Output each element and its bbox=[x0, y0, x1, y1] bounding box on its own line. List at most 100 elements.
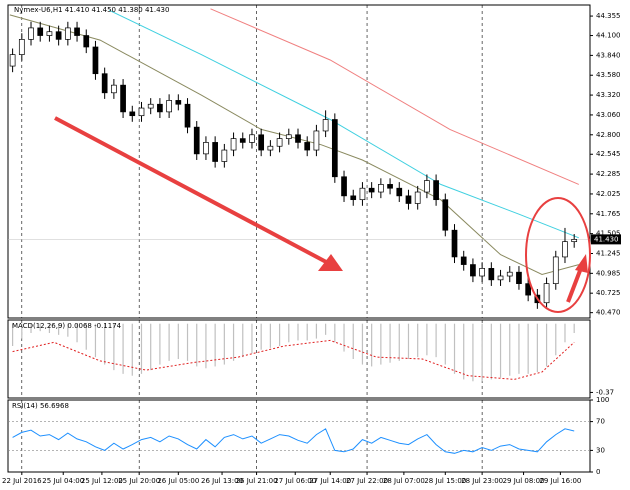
price-pane bbox=[7, 4, 591, 319]
macd-bar bbox=[380, 323, 382, 365]
macd-bar bbox=[371, 323, 373, 367]
y-tick-label: 40.470 bbox=[596, 309, 621, 317]
candle-body bbox=[479, 268, 485, 277]
macd-bar bbox=[297, 323, 299, 341]
candle-body bbox=[138, 107, 145, 117]
y-tick-label: 44.100 bbox=[596, 32, 621, 40]
moving-average bbox=[9, 14, 579, 276]
candle-body bbox=[111, 84, 117, 94]
candle-body bbox=[387, 184, 393, 189]
price-tag-bg bbox=[591, 234, 621, 245]
candle-body bbox=[92, 46, 99, 75]
y-tick-label: 40.725 bbox=[596, 289, 621, 297]
candle-body bbox=[267, 145, 274, 151]
macd-bar bbox=[85, 323, 87, 350]
x-tick-label: 28 Jul 07:00 bbox=[383, 477, 425, 485]
macd-bar bbox=[150, 323, 152, 371]
x-tick-label: 28 Jul 15:00 bbox=[424, 477, 466, 485]
y-tick-label: 100 bbox=[596, 396, 609, 404]
y-tick-label: 41.505 bbox=[596, 230, 621, 238]
y-tick-label: -0.37 bbox=[596, 388, 614, 396]
y-tick-label: 30 bbox=[596, 446, 605, 454]
x-tick-label: 25 Jul 12:00 bbox=[81, 477, 123, 485]
macd-bar bbox=[260, 323, 262, 350]
x-tick-label: 26 Jul 21:00 bbox=[236, 477, 278, 485]
annotations bbox=[54, 116, 591, 313]
x-tick-label: 26 Jul 05:00 bbox=[157, 477, 199, 485]
highlight-ellipse bbox=[525, 197, 591, 313]
macd-bar bbox=[140, 323, 143, 374]
macd-bar bbox=[196, 323, 198, 367]
candle-body bbox=[442, 199, 449, 231]
macd-bar bbox=[113, 323, 115, 371]
candle-body bbox=[184, 103, 191, 128]
macd-bar bbox=[306, 323, 308, 341]
macd-bar bbox=[481, 323, 483, 382]
candle-body bbox=[249, 134, 255, 143]
candle-body bbox=[157, 103, 163, 113]
candle-body bbox=[378, 184, 384, 193]
candle-body bbox=[350, 195, 357, 201]
macd-bar bbox=[104, 323, 106, 365]
candle-body bbox=[18, 39, 25, 55]
macd-bar bbox=[334, 323, 336, 343]
macd-bar bbox=[223, 323, 225, 365]
price-tag: 41.430 bbox=[594, 235, 619, 243]
candle-body bbox=[147, 103, 154, 109]
candle-body bbox=[37, 27, 44, 36]
x-tick-label: 26 Jul 13:00 bbox=[201, 477, 243, 485]
macd-bar bbox=[325, 323, 327, 335]
candle-body bbox=[193, 126, 200, 155]
macd-bar bbox=[131, 323, 133, 376]
macd-bar bbox=[343, 323, 345, 352]
y-tick-label: 43.580 bbox=[596, 71, 621, 79]
x-tick-label: 27 Jul 22:00 bbox=[346, 477, 388, 485]
moving-average bbox=[109, 9, 579, 239]
candle-body bbox=[488, 268, 495, 281]
candle-body bbox=[175, 100, 182, 105]
moving-average bbox=[210, 8, 579, 185]
macd-bar bbox=[509, 323, 511, 376]
macd-bar bbox=[122, 323, 124, 374]
x-tick-label: 29 Jul 16:00 bbox=[539, 477, 581, 485]
candle-body bbox=[304, 142, 311, 151]
y-tick-label: 44.355 bbox=[596, 12, 621, 20]
trend-arrowhead bbox=[318, 254, 343, 271]
macd-bar bbox=[242, 323, 244, 358]
candle-body bbox=[368, 187, 375, 193]
macd-bar bbox=[545, 323, 548, 367]
candle-body bbox=[506, 271, 513, 277]
candle-body bbox=[203, 142, 209, 155]
rsi-line bbox=[12, 428, 575, 454]
candle-body bbox=[414, 191, 421, 204]
macd-title: MACD(12,26,9) 0.0068 -0.1174 bbox=[12, 322, 122, 330]
macd-bar bbox=[21, 323, 23, 339]
candle-body bbox=[9, 54, 16, 67]
macd-bar bbox=[490, 323, 492, 380]
macd-bar bbox=[39, 323, 41, 332]
macd-bar bbox=[398, 323, 400, 361]
candle-body bbox=[552, 256, 559, 284]
macd-bar bbox=[76, 323, 78, 343]
macd-bar bbox=[315, 323, 318, 339]
x-tick-label: 22 Jul 2016 bbox=[2, 477, 42, 485]
macd-bar bbox=[499, 323, 502, 378]
y-tick-label: 43.320 bbox=[596, 91, 621, 99]
candle-body bbox=[433, 180, 439, 201]
candle-body bbox=[221, 149, 228, 162]
y-tick-label: 0 bbox=[596, 468, 600, 476]
candle-body bbox=[258, 134, 265, 151]
candle-body bbox=[83, 35, 90, 48]
candle-body bbox=[285, 134, 292, 139]
candle-body bbox=[341, 176, 347, 197]
macd-bar bbox=[67, 323, 69, 337]
rsi-pane bbox=[7, 399, 591, 473]
macd-bar bbox=[352, 323, 354, 359]
macd-bar bbox=[564, 323, 566, 343]
macd-bar bbox=[159, 323, 161, 365]
macd-bar bbox=[30, 323, 32, 333]
macd-bar bbox=[472, 323, 474, 382]
candle-body bbox=[396, 187, 403, 197]
y-tick-label: 41.245 bbox=[596, 249, 621, 257]
